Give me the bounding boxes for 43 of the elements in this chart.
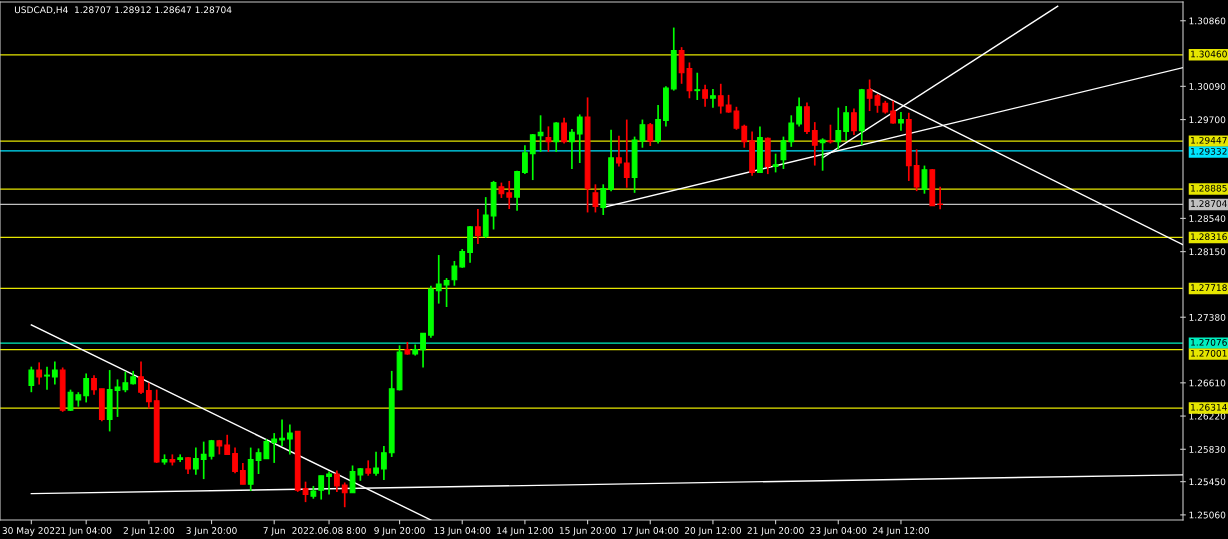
ref-line-label: 1.28316 [1191, 233, 1227, 241]
candlestick [827, 123, 834, 145]
x-tick-label: 9 Jun 20:00 [374, 527, 425, 536]
x-tick-label: 3 Jun 20:00 [186, 527, 237, 536]
y-tick-label: 1.25830 [1189, 446, 1226, 453]
x-tick-label: 23 Jun 04:00 [810, 527, 867, 536]
y-tick-label: 1.28540 [1189, 215, 1226, 222]
x-tick-label: 15 Jun 20:00 [559, 527, 616, 536]
ref-line-label: 1.27001 [1191, 349, 1227, 357]
y-tick-label: 1.28150 [1189, 248, 1226, 256]
y-tick-label: 1.26610 [1189, 379, 1226, 387]
chart-title: USDCAD,H4 1.28707 1.28912 1.28647 1.28704 [14, 6, 232, 15]
x-tick-label: 24 Jun 12:00 [872, 527, 930, 536]
x-tick-label: 7 Jun [263, 527, 285, 536]
candlestick [819, 137, 826, 172]
x-tick-label: 2022.06.08 8:00 [292, 527, 366, 534]
x-tick-label: 30 May 2022 [2, 527, 60, 536]
ref-line-label: 1.30460 [1191, 50, 1227, 58]
candlestick [208, 439, 215, 461]
ref-line-label: 1.29447 [1191, 136, 1227, 144]
ref-line-label: 1.27718 [1191, 284, 1227, 292]
x-tick-label: 1 Jun 04:00 [61, 527, 112, 536]
x-tick-label: 14 Jun 12:00 [497, 527, 553, 536]
candlestick [443, 277, 450, 308]
candlestick [772, 152, 779, 174]
y-tick-label: 1.30090 [1189, 83, 1226, 90]
y-tick-label: 1.27380 [1189, 313, 1226, 321]
x-tick-label: 13 Jun 04:00 [434, 527, 491, 536]
ref-line-label: 1.28704 [1191, 200, 1227, 208]
y-tick-label: 1.26220 [1189, 412, 1226, 420]
y-tick-label: 1.30860 [1189, 17, 1226, 25]
ref-line-label: 1.27076 [1191, 338, 1227, 346]
ref-line-label: 1.26314 [1191, 403, 1227, 411]
candlestick [28, 365, 35, 394]
y-tick-label: 1.25450 [1189, 478, 1226, 486]
ref-line-label: 1.29332 [1191, 147, 1227, 155]
x-tick-label: 2 Jun 12:00 [123, 527, 175, 536]
y-tick-label: 1.25060 [1189, 511, 1226, 519]
x-tick-label: 20 Jun 12:00 [684, 527, 742, 536]
x-tick-label: 21 Jun 20:00 [747, 527, 804, 536]
y-tick-label: 1.29700 [1189, 116, 1226, 124]
ref-line-label: 1.28885 [1191, 184, 1227, 192]
x-tick-label: 17 Jun 04:00 [622, 527, 679, 536]
